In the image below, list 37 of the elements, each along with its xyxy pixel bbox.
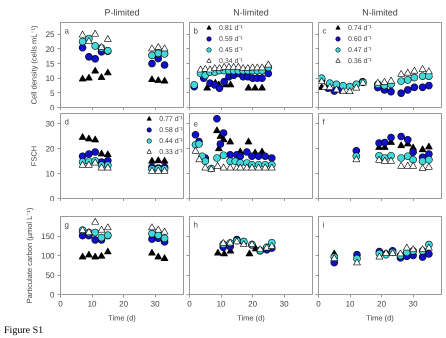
x-tick-label: 30 — [408, 300, 418, 308]
x-tick-label: 10 — [216, 300, 226, 308]
x-tick-label: 0 — [58, 300, 64, 308]
y-tick-label: 10 — [46, 170, 56, 178]
y-tick-label: 30 — [46, 120, 56, 128]
y-tick-label: 10 — [46, 74, 56, 84]
annotation: e — [194, 120, 198, 128]
annotation: d — [64, 118, 69, 126]
x-tick-label: 10 — [88, 300, 98, 308]
x-tick-label: 20 — [119, 300, 129, 308]
y-tick-label: 150 — [41, 232, 56, 241]
x-tick-label: 0 — [316, 300, 322, 308]
x-tick-label: 30 — [280, 300, 290, 308]
annotation: a — [64, 26, 70, 36]
y-tick-label: 25 — [46, 30, 56, 40]
x-tick-label: 0 — [187, 300, 192, 308]
x-tick-label: 20 — [377, 300, 387, 308]
x-tick-label: 20 — [248, 300, 258, 308]
chart-title: N-limited — [362, 8, 398, 18]
caption: Figure S1 — [4, 325, 44, 337]
annotation: i — [322, 220, 324, 230]
annotation: h — [194, 220, 198, 230]
annotation: b — [194, 26, 198, 36]
y-tick-label: 15 — [46, 60, 56, 69]
annotation: g — [64, 220, 69, 230]
y-tick-label: 0 — [50, 290, 56, 300]
annotation: f — [322, 118, 326, 126]
y-tick-label: 20 — [46, 44, 56, 54]
y-tick-label: 20 — [46, 144, 56, 154]
y-tick-label: 100 — [41, 252, 56, 260]
annotation: c — [322, 26, 326, 36]
y-tick-label: 5 — [50, 88, 56, 98]
chart-title: N-limited — [233, 8, 269, 18]
y-tick-label: 50 — [46, 271, 56, 280]
x-tick-label: 10 — [346, 300, 356, 308]
x-tick-label: 30 — [150, 300, 160, 308]
chart-title: P-limited — [104, 8, 140, 18]
